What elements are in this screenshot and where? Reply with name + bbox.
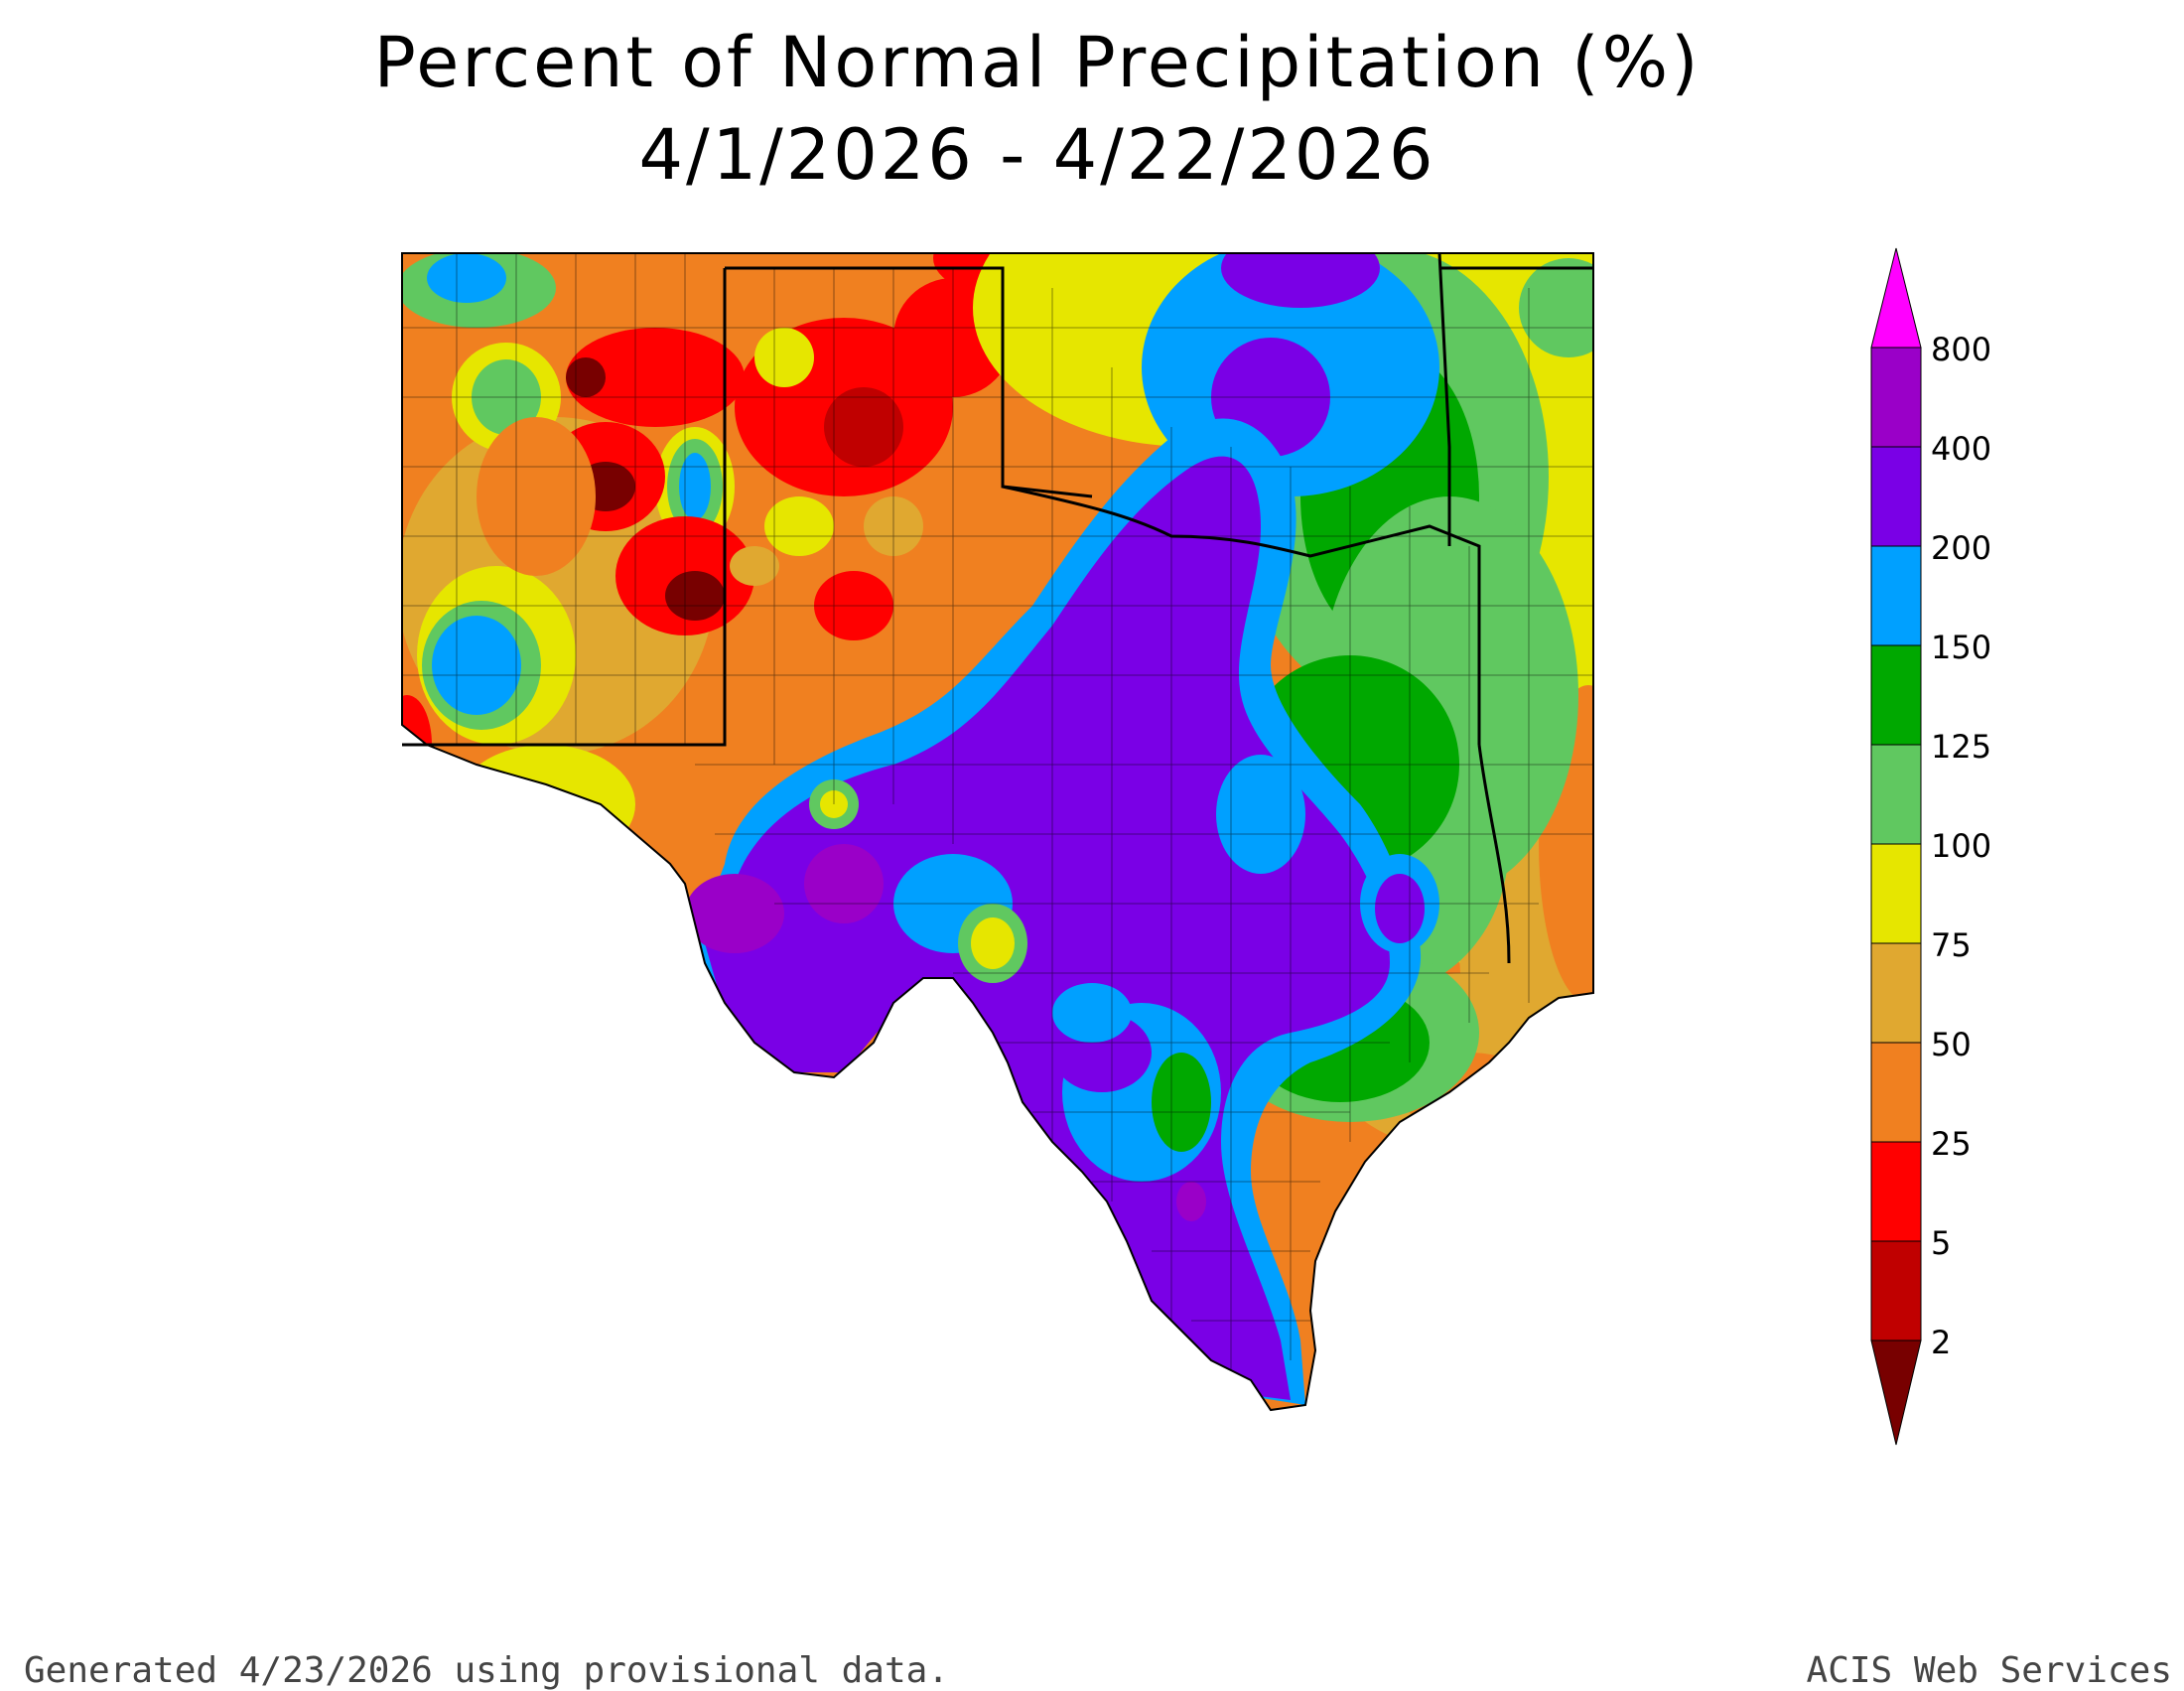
legend-tick-150: 150 bbox=[1931, 629, 1992, 666]
state-boundaries bbox=[402, 252, 1593, 964]
map-date-range: 4/1/2026 - 4/22/2026 bbox=[638, 114, 1436, 196]
county-lines bbox=[402, 253, 1593, 1400]
legend-tick-25: 25 bbox=[1931, 1125, 1972, 1163]
generated-note: Generated 4/23/2026 using provisional da… bbox=[24, 1650, 949, 1691]
source-credit: ACIS Web Services bbox=[1806, 1650, 2172, 1691]
legend-tick-400: 400 bbox=[1931, 430, 1992, 468]
legend-tick-2: 2 bbox=[1931, 1324, 1952, 1361]
legend-tick-75: 75 bbox=[1931, 926, 1972, 964]
legend-tick-5: 5 bbox=[1931, 1224, 1952, 1262]
precipitation-map bbox=[401, 252, 1594, 1412]
legend-tick-100: 100 bbox=[1931, 827, 1992, 865]
color-legend bbox=[1870, 247, 1922, 1446]
legend-tick-50: 50 bbox=[1931, 1026, 1972, 1063]
legend-tick-125: 125 bbox=[1931, 728, 1992, 766]
map-title: Percent of Normal Precipitation (%) bbox=[373, 22, 1702, 103]
legend-tick-800: 800 bbox=[1931, 331, 1992, 368]
legend-tick-200: 200 bbox=[1931, 529, 1992, 567]
